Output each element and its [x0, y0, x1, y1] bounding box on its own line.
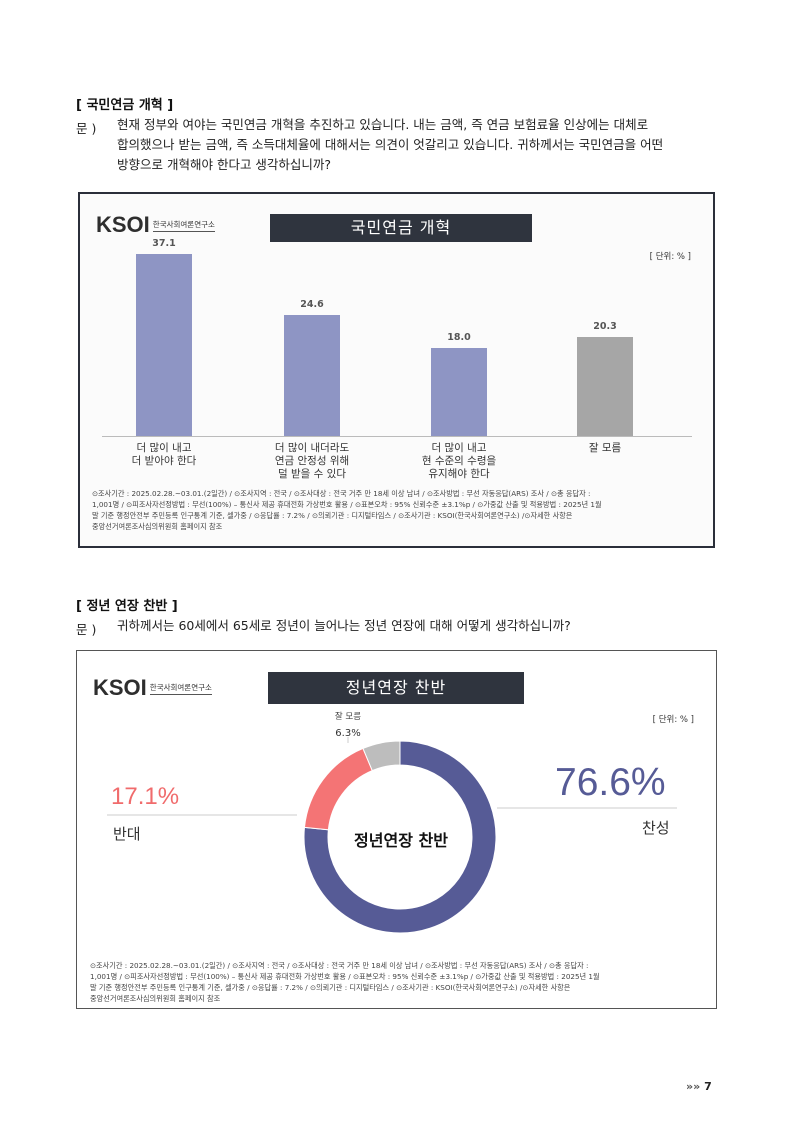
chart-panel-pension: KSOI 한국사회여론연구소 국민연금 개혁 [ 단위: % ] 37.1 더 많… — [78, 192, 715, 548]
bar — [431, 347, 487, 436]
page-arrows-icon: »» — [686, 1080, 701, 1093]
section-title-retirement: [ 정년 연장 찬반 ] — [76, 599, 178, 614]
category-label: 잘 모름 — [588, 442, 622, 454]
footnote-line: ⊙조사기간 : 2025.02.28.~03.01.(2일간) / ⊙조사지역 … — [92, 489, 591, 498]
chart-panel-retirement: KSOI 한국사회여론연구소 정년연장 찬반 [ 단위: % ] 잘 모름 6.… — [76, 650, 717, 1009]
slice-value-unknown: 6.3% — [335, 728, 361, 739]
footnote-line: 말 기준 행정안전부 주민등록 인구통계 기준, 셀가중 / ⊙응답률 : 7.… — [90, 983, 571, 992]
footnote-line: ⊙조사기간 : 2025.02.28.~03.01.(2일간) / ⊙조사지역 … — [90, 961, 589, 970]
question-label: 문 ) — [76, 622, 97, 637]
category-label: 더 많이 내고 현 수준의 수령을 유지해야 한다 — [421, 442, 497, 480]
footnote-line: 1,001명 / ⊙피조사자선정방법 : 무선(100%) – 통신사 제공 휴… — [92, 500, 602, 509]
slice-label-support: 찬성 — [642, 819, 670, 837]
logo-mark: KSOI — [96, 212, 150, 237]
question-text-retirement: 귀하께서는 60세에서 65세로 정년이 늘어나는 정년 연장에 대해 어떻게 … — [117, 616, 717, 636]
donut-center-label: 정년연장 찬반 — [354, 831, 448, 850]
bar — [136, 254, 192, 436]
ksoi-logo: KSOI 한국사회여론연구소 — [93, 675, 212, 701]
category-label: 더 많이 내고 더 받아야 한다 — [131, 442, 197, 467]
donut-slice-oppose — [303, 747, 373, 831]
page-number-value: 7 — [704, 1080, 712, 1093]
slice-label-oppose: 반대 — [113, 825, 141, 843]
question-line: 현재 정부와 여야는 국민연금 개혁을 추진하고 있습니다. 내는 금액, 즉 … — [117, 117, 649, 132]
slice-label-unknown: 잘 모름 — [334, 712, 362, 722]
bar-value-label: 18.0 — [447, 331, 471, 343]
page-number: »» 7 — [686, 1080, 712, 1093]
survey-footnote: ⊙조사기간 : 2025.02.28.~03.01.(2일간) / ⊙조사지역 … — [92, 488, 707, 532]
bar — [284, 315, 340, 436]
logo-subtitle: 한국사회여론연구소 — [149, 682, 212, 695]
logo-mark: KSOI — [93, 675, 147, 700]
bar-value-label: 24.6 — [300, 299, 324, 311]
question-label: 문 ) — [76, 121, 97, 136]
question-line: 합의했으나 받는 금액, 즉 소득대체율에 대해서는 의견이 엇갈리고 있습니다… — [117, 137, 664, 152]
donut-chart — [107, 737, 677, 934]
logo-subtitle: 한국사회여론연구소 — [152, 219, 215, 232]
bar-value-label: 20.3 — [593, 320, 617, 332]
question-text-pension: 현재 정부와 여야는 국민연금 개혁을 추진하고 있습니다. 내는 금액, 즉 … — [117, 115, 717, 175]
ksoi-logo: KSOI 한국사회여론연구소 — [96, 212, 215, 238]
x-axis-line — [102, 436, 692, 437]
footnote-line: 중앙선거여론조사심의위원회 홈페이지 참조 — [92, 522, 223, 531]
bar — [577, 336, 633, 436]
bar-value-label: 37.1 — [152, 238, 176, 250]
question-line: 방향으로 개혁해야 한다고 생각하십니까? — [117, 157, 332, 172]
donut-slice-unknown — [362, 740, 401, 772]
chart-title: 국민연금 개혁 — [270, 214, 532, 242]
unit-label: [ 단위: % ] — [652, 715, 694, 725]
bar-chart: 37.1 더 많이 내고 더 받아야 한다 24.6 더 많이 내더라도 연금 안정성… — [80, 194, 713, 546]
survey-footnote: ⊙조사기간 : 2025.02.28.~03.01.(2일간) / ⊙조사지역 … — [90, 960, 705, 1004]
footnote-line: 1,001명 / ⊙피조사자선정방법 : 무선(100%) – 통신사 제공 휴… — [90, 972, 600, 981]
chart-title: 정년연장 찬반 — [268, 672, 524, 704]
footnote-line: 중앙선거여론조사심의위원회 홈페이지 참조 — [90, 994, 221, 1003]
footnote-line: 말 기준 행정안전부 주민등록 인구통계 기준, 셀가중 / ⊙응답률 : 7.… — [92, 511, 573, 520]
question-line: 귀하께서는 60세에서 65세로 정년이 늘어나는 정년 연장에 대해 어떻게 … — [117, 618, 571, 633]
slice-value-support: 76.6% — [555, 761, 666, 804]
section-title-pension: [ 국민연금 개혁 ] — [76, 98, 174, 113]
slice-value-oppose: 17.1% — [111, 783, 180, 810]
unit-label: [ 단위: % ] — [649, 252, 691, 262]
donut-slice-support — [303, 740, 497, 934]
category-label: 더 많이 내더라도 연금 안정성 위해 덜 받을 수 있다 — [274, 442, 350, 480]
